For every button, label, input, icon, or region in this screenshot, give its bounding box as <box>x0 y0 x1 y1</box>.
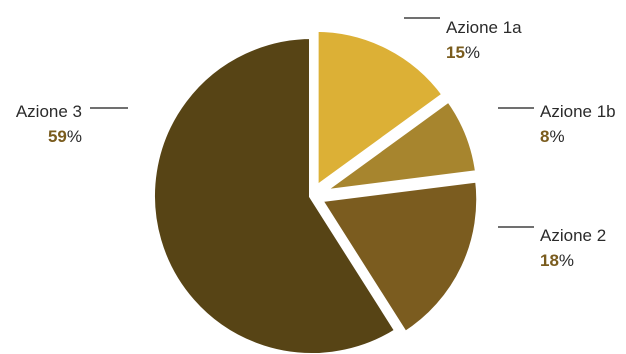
pie-slice-azione-3 <box>149 32 402 354</box>
slice-label-azione-3: Azione 3 <box>16 102 82 121</box>
slice-label-azione-1b: Azione 1b <box>540 102 616 121</box>
pie-slice-azione-1b <box>317 94 482 197</box>
slice-value-azione-1b: 8% <box>540 127 565 146</box>
slice-value-azione-2: 18% <box>540 251 574 270</box>
pie-slice-azione-2 <box>314 175 483 339</box>
slice-value-azione-3: 59% <box>48 127 82 146</box>
pie-slice-azione-1a <box>312 25 450 195</box>
slice-label-azione-1a: Azione 1a <box>446 18 522 37</box>
pie-labels: Azione 1a 15% Azione 1b 8% Azione 2 18% Azione… <box>16 17 616 270</box>
slice-label-azione-2: Azione 2 <box>540 226 606 245</box>
slice-value-azione-1a: 15% <box>446 43 480 62</box>
pie-slices <box>149 25 483 354</box>
